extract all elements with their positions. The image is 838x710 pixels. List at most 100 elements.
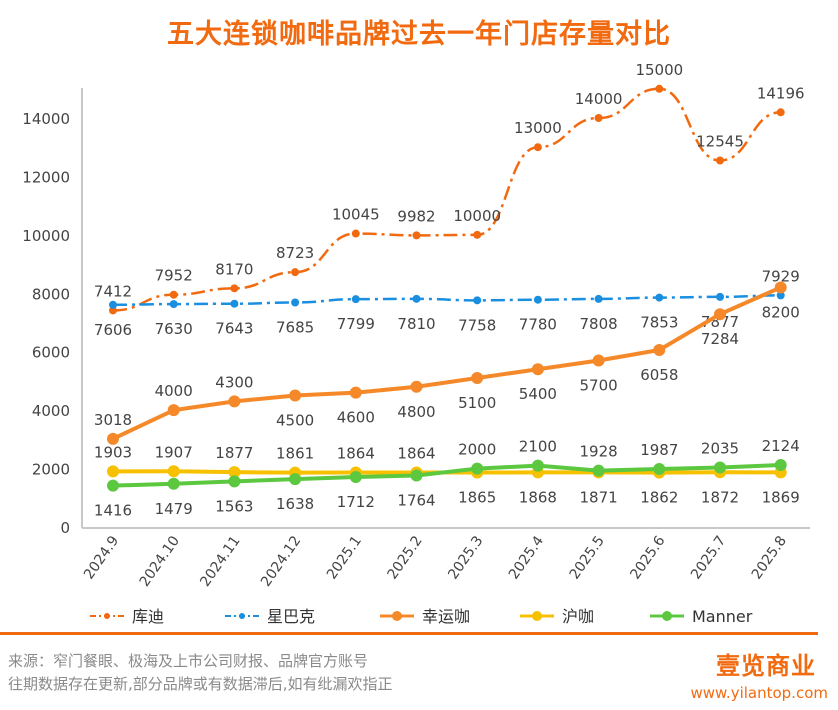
data-point <box>471 462 484 475</box>
series-line-幸运咖 <box>112 285 782 441</box>
data-label: 1928 <box>580 443 618 461</box>
data-label: 9982 <box>397 207 435 225</box>
legend-label: 幸运咖 <box>422 607 470 626</box>
data-label: 8170 <box>215 260 253 278</box>
chart-title: 五大连锁咖啡品牌过去一年门店存量对比 <box>167 19 671 50</box>
data-label: 1871 <box>580 488 618 506</box>
data-label: 1987 <box>640 441 678 459</box>
data-point <box>230 284 239 293</box>
series-line-库迪 <box>112 87 781 312</box>
data-label: 1862 <box>640 489 678 507</box>
x-tick-label: 2024.9 <box>81 533 122 582</box>
legend-marker <box>104 613 110 619</box>
data-point <box>655 84 664 93</box>
y-tick-label: 14000 <box>22 110 70 128</box>
data-point <box>109 306 117 315</box>
data-point <box>289 473 302 486</box>
data-label: 2100 <box>519 438 557 456</box>
data-label: 2124 <box>762 437 800 455</box>
data-point <box>774 281 787 294</box>
source-text: 来源：窄门餐眼、极海及上市公司财报、品牌官方账号 <box>8 652 369 670</box>
data-label: 1712 <box>337 493 375 511</box>
y-tick-label: 6000 <box>32 344 70 362</box>
data-point <box>471 372 484 385</box>
data-label: 1416 <box>94 502 132 520</box>
data-label: 12545 <box>696 133 744 151</box>
data-point <box>776 108 785 117</box>
data-point <box>107 432 119 445</box>
data-point <box>716 292 724 301</box>
data-label: 14196 <box>757 84 805 102</box>
legend-marker <box>662 611 672 621</box>
data-point <box>351 295 360 304</box>
x-tick-label: 2024.12 <box>258 533 304 590</box>
x-tick-label: 2025.7 <box>688 533 729 582</box>
data-label: 7853 <box>640 314 678 332</box>
data-label: 1861 <box>276 445 314 463</box>
x-tick-label: 2025.6 <box>627 533 668 582</box>
x-tick-label: 2024.11 <box>197 533 243 590</box>
data-label: 1868 <box>519 488 557 506</box>
data-label: 7929 <box>762 267 800 285</box>
data-label: 7643 <box>215 320 253 338</box>
data-point <box>473 230 482 239</box>
data-label: 1865 <box>458 489 496 507</box>
data-point <box>531 363 544 376</box>
data-point <box>349 386 362 399</box>
data-label: 10045 <box>332 206 380 224</box>
brand-logo: 壹览商业 <box>716 652 816 680</box>
legend-label: Manner <box>692 607 753 626</box>
data-point <box>653 344 666 357</box>
data-point <box>228 466 241 479</box>
data-point <box>169 300 178 309</box>
data-label: 3018 <box>94 411 132 429</box>
data-label: 7808 <box>580 315 618 333</box>
data-point <box>594 114 603 122</box>
data-label: 7799 <box>337 315 375 333</box>
data-label: 2000 <box>458 441 496 459</box>
y-tick-label: 2000 <box>32 461 70 479</box>
data-label: 7758 <box>458 316 496 334</box>
x-tick-label: 2025.1 <box>324 533 365 582</box>
y-tick-label: 0 <box>60 519 70 537</box>
data-point <box>716 156 724 165</box>
data-label: 13000 <box>514 119 562 137</box>
data-label: 4300 <box>215 373 253 391</box>
data-point <box>167 404 180 417</box>
data-point <box>531 459 544 472</box>
data-label: 7630 <box>155 320 193 338</box>
y-tick-label: 10000 <box>22 227 70 245</box>
legend-label: 沪咖 <box>562 607 594 626</box>
divider <box>0 632 818 635</box>
data-label: 5700 <box>580 376 618 394</box>
data-point <box>714 461 726 474</box>
data-point <box>351 229 360 238</box>
data-point <box>109 300 117 309</box>
data-label: 1869 <box>762 488 800 506</box>
data-label: 8200 <box>762 303 800 321</box>
data-label: 1864 <box>397 445 435 463</box>
data-label: 7952 <box>155 267 193 285</box>
data-label: 2035 <box>701 440 739 458</box>
data-label: 5100 <box>458 394 496 412</box>
data-point <box>592 354 605 367</box>
data-point <box>167 477 180 490</box>
note-text: 往期数据存在更新,部分品牌或有数据滞后,如有纰漏欢指正 <box>8 675 393 693</box>
data-point <box>230 299 239 308</box>
data-point <box>412 231 421 240</box>
data-label: 1638 <box>276 495 314 513</box>
data-point <box>412 294 421 303</box>
data-label: 7412 <box>94 282 132 300</box>
data-point <box>169 290 178 299</box>
data-label: 1764 <box>397 491 435 509</box>
y-tick-label: 12000 <box>22 168 70 186</box>
data-point <box>410 469 423 482</box>
data-point <box>473 296 482 305</box>
data-label: 7284 <box>701 330 739 348</box>
legend-marker <box>239 613 245 619</box>
data-label: 10000 <box>453 207 501 225</box>
series-line-Manner <box>112 462 781 488</box>
x-tick-label: 2025.3 <box>445 533 486 582</box>
legend-label: 星巴克 <box>267 607 315 626</box>
